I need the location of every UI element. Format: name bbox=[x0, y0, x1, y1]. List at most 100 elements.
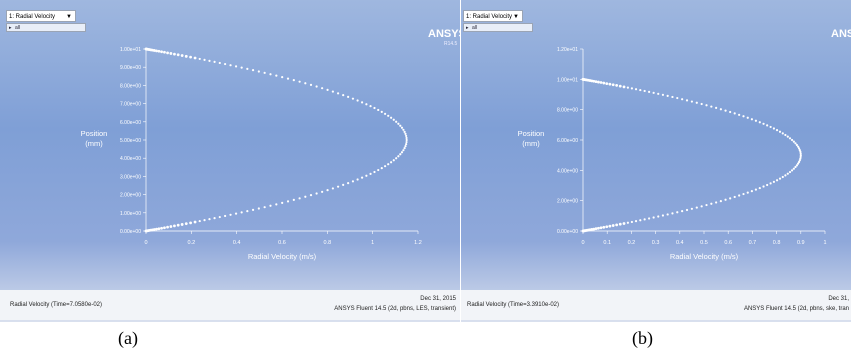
data-point bbox=[218, 61, 221, 65]
footer-b: Radial Velocity (Time=3.3910e-02) Dec 31… bbox=[461, 290, 851, 320]
y-tick-label: 0.00e+00 bbox=[120, 229, 141, 235]
data-point bbox=[724, 109, 727, 112]
data-point bbox=[263, 71, 266, 74]
data-point bbox=[798, 148, 801, 152]
data-point bbox=[690, 100, 693, 103]
x-tick-label: 0.2 bbox=[628, 240, 636, 246]
data-point bbox=[597, 226, 600, 230]
surface-subbar-a[interactable]: ▸ all bbox=[6, 23, 86, 32]
data-point bbox=[365, 103, 368, 106]
data-point bbox=[794, 165, 797, 169]
data-point bbox=[397, 122, 400, 125]
data-point bbox=[405, 136, 408, 140]
data-point bbox=[784, 133, 787, 137]
data-point bbox=[742, 192, 745, 196]
x-tick-label: 0.4 bbox=[233, 240, 241, 246]
data-point bbox=[163, 50, 166, 54]
data-point bbox=[647, 90, 651, 93]
data-point bbox=[710, 105, 713, 108]
data-point bbox=[384, 165, 387, 168]
data-point bbox=[309, 194, 313, 197]
data-point bbox=[399, 124, 402, 127]
caption-a: (a) bbox=[118, 328, 138, 348]
data-point bbox=[715, 201, 718, 204]
data-point bbox=[676, 96, 679, 100]
footer-variable-time: Radial Velocity (Time=7.0580e-02) bbox=[10, 302, 102, 308]
display-select-label: 1: Radial Velocity bbox=[466, 14, 513, 20]
data-point bbox=[661, 214, 665, 217]
data-point bbox=[797, 147, 801, 150]
data-point bbox=[788, 137, 792, 140]
data-point bbox=[360, 176, 364, 179]
data-point bbox=[626, 221, 629, 224]
data-point bbox=[685, 99, 689, 102]
data-point bbox=[657, 215, 660, 218]
data-point bbox=[788, 170, 792, 174]
data-point bbox=[373, 170, 376, 174]
data-point bbox=[792, 167, 795, 170]
data-point bbox=[275, 203, 278, 206]
y-tick-label: 6.00e+00 bbox=[557, 138, 578, 144]
data-point bbox=[331, 90, 334, 93]
data-point bbox=[762, 122, 765, 125]
display-select-b[interactable]: 1: Radial Velocity ▼ bbox=[463, 10, 523, 22]
data-point bbox=[405, 140, 408, 144]
x-tick-label: 1 bbox=[823, 240, 826, 246]
data-point bbox=[611, 83, 615, 87]
x-tick-label: 1.2 bbox=[414, 240, 422, 246]
data-point bbox=[326, 189, 329, 192]
y-tick-label: 8.00e+00 bbox=[120, 83, 141, 89]
data-point bbox=[681, 98, 684, 101]
y-tick-label: 4.00e+00 bbox=[557, 168, 578, 174]
data-point bbox=[351, 180, 355, 183]
data-point bbox=[622, 85, 626, 89]
data-point bbox=[710, 202, 713, 205]
data-point bbox=[342, 93, 345, 97]
data-point bbox=[733, 112, 736, 115]
data-point bbox=[356, 99, 359, 102]
data-point bbox=[639, 88, 642, 92]
data-point bbox=[198, 57, 201, 61]
data-point bbox=[377, 108, 380, 112]
data-point bbox=[246, 67, 249, 70]
data-point bbox=[799, 154, 802, 157]
data-point bbox=[369, 105, 372, 108]
y-tick-label: 1.20e+01 bbox=[557, 47, 578, 53]
y-tick-label: 8.00e+00 bbox=[557, 108, 578, 114]
data-point bbox=[671, 212, 674, 215]
x-axis-label: Radial Velocity (m/s) bbox=[670, 252, 739, 261]
data-point bbox=[281, 76, 284, 79]
data-point bbox=[292, 198, 295, 201]
data-point bbox=[715, 106, 718, 109]
data-point bbox=[198, 219, 201, 223]
data-point bbox=[160, 50, 163, 54]
data-point bbox=[762, 185, 765, 188]
display-select-a[interactable]: 1: Radial Velocity ▼ bbox=[6, 10, 76, 22]
y-axis-label: (mm) bbox=[522, 139, 540, 148]
data-point bbox=[390, 116, 393, 119]
data-point bbox=[605, 82, 609, 85]
data-point bbox=[395, 120, 398, 123]
x-tick-label: 0.8 bbox=[773, 240, 781, 246]
data-point bbox=[173, 224, 176, 228]
data-point bbox=[602, 81, 606, 85]
x-tick-label: 0.8 bbox=[324, 240, 332, 246]
data-point bbox=[399, 153, 402, 156]
data-point bbox=[298, 197, 301, 200]
data-point bbox=[304, 195, 307, 198]
data-point bbox=[309, 83, 313, 86]
data-point bbox=[166, 225, 169, 229]
footer-date: Dec 31, bbox=[828, 296, 849, 302]
display-select-label: 1: Radial Velocity bbox=[9, 14, 56, 20]
data-point bbox=[742, 115, 745, 118]
data-point bbox=[799, 150, 802, 153]
surface-subbar-b[interactable]: ▸ all bbox=[463, 23, 533, 32]
radial-velocity-plot-a: 0 0.2 0.4 0.6 0.8 1 1.2 0.00e+00 1.00e+00 2.00e+0… bbox=[81, 47, 422, 261]
data-point bbox=[402, 128, 405, 131]
data-point bbox=[772, 180, 776, 183]
data-point bbox=[690, 207, 693, 210]
data-point bbox=[794, 142, 797, 145]
data-point bbox=[634, 88, 638, 91]
y-tick-label: 1.00e+01 bbox=[120, 47, 141, 53]
data-point bbox=[203, 219, 206, 222]
